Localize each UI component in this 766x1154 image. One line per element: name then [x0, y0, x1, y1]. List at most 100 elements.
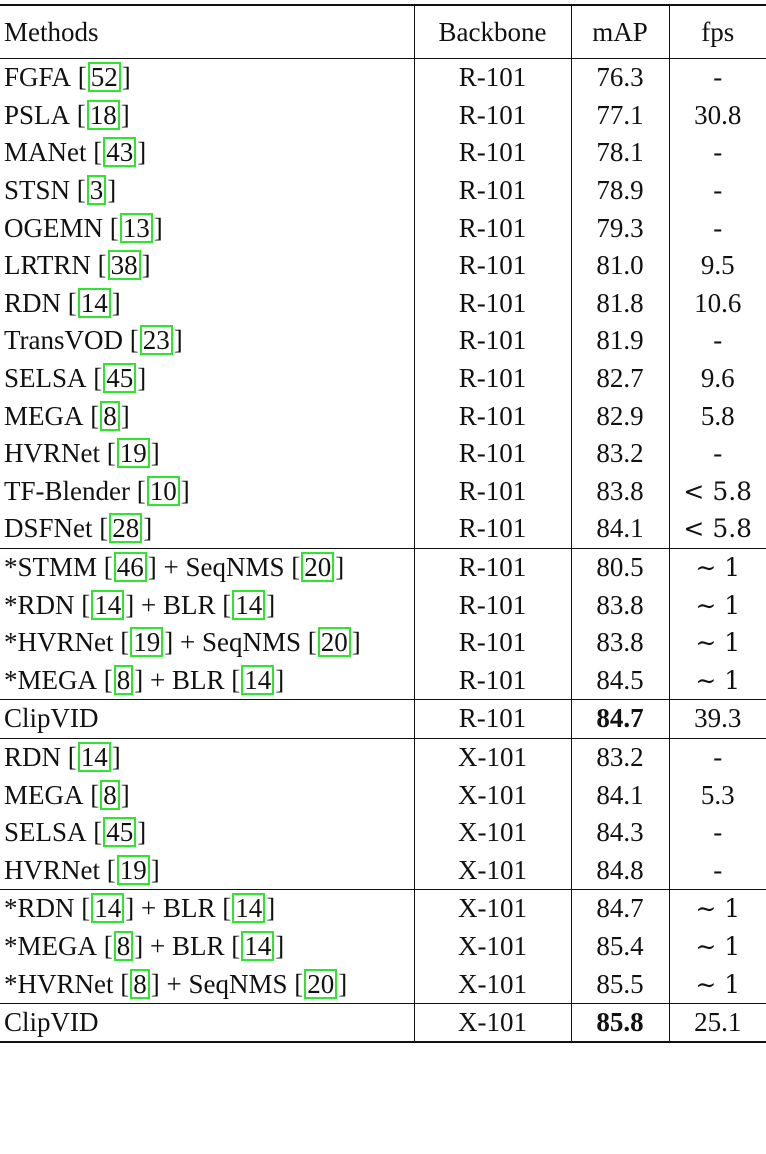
method-cell: ClipVID [0, 699, 414, 739]
fps-cell: - [713, 325, 723, 356]
table-row: *STMM [46] + SeqNMS [20] R-101 80.5 ∼ 1 [0, 547, 766, 587]
citation-link[interactable]: 13 [119, 212, 153, 243]
citation-link[interactable]: 20 [301, 552, 335, 583]
method-name-text: PSLA [4, 99, 77, 130]
method-name-text: STSN [4, 175, 77, 206]
citation-open-bracket: [ [93, 137, 103, 168]
citation-link[interactable]: 14 [241, 664, 275, 695]
citation-close-bracket: ] [164, 627, 174, 658]
backbone-cell: R-101 [413, 284, 571, 323]
table-row: RDN [14] X-101 83.2- [0, 737, 766, 777]
citation-link[interactable]: 14 [91, 589, 125, 620]
map-cell: 83.2 [570, 434, 670, 473]
table-row: ClipVID X-101 85.8 25.1 [0, 1002, 766, 1044]
fps-cell: ∼ 1 [695, 665, 741, 695]
citation-open-bracket: [ [103, 664, 113, 695]
citation-link[interactable]: 19 [116, 438, 150, 469]
method-name-text: MEGA [4, 400, 91, 431]
method-cell: ClipVID [0, 1002, 414, 1044]
method-name-text: *RDN [4, 893, 82, 924]
citation-close-bracket: ] [137, 363, 147, 394]
method-cell: HVRNet [19] [0, 435, 414, 473]
header-map: mAP [570, 4, 670, 59]
method-name-text: HVRNet [4, 438, 107, 469]
fps-cell: ∼ 1 [669, 547, 766, 587]
citation-link[interactable]: 20 [317, 627, 351, 658]
citation-link[interactable]: 18 [86, 99, 120, 130]
citation-link[interactable]: 19 [116, 854, 150, 885]
method-name-text: OGEMN [4, 212, 110, 243]
citation-link[interactable]: 14 [241, 930, 275, 961]
citation-link[interactable]: 23 [139, 325, 173, 356]
citation-link[interactable]: 46 [113, 552, 147, 583]
backbone-cell: X-101 [413, 1002, 571, 1044]
header-row: Methods Backbone mAP fps [0, 4, 766, 59]
citation-link[interactable]: 8 [100, 400, 120, 431]
backbone-cell: R-101 [413, 510, 571, 549]
citation-close-bracket: ] [111, 741, 121, 772]
table-row: HVRNet [19] R-101 83.2- [0, 434, 766, 473]
method-cell: SELSA [45] [0, 814, 414, 852]
citation-link[interactable]: 10 [146, 475, 180, 506]
citation-link[interactable]: 8 [113, 664, 134, 695]
fps-cell: 9.5 [700, 250, 735, 281]
citation-link[interactable]: 8 [130, 968, 150, 999]
citation-link[interactable]: 8 [100, 779, 120, 810]
backbone-cell: R-101 [413, 171, 571, 210]
backbone-cell: R-101 [413, 359, 571, 398]
citation-close-bracket: ] [150, 438, 160, 469]
citation-link[interactable]: 45 [103, 363, 137, 394]
citation-link[interactable]: 43 [103, 137, 137, 168]
citation-link[interactable]: 45 [103, 817, 137, 848]
method-name-text: SELSA [4, 817, 94, 848]
citation-close-bracket: ] [111, 287, 121, 318]
backbone-cell: R-101 [413, 134, 571, 172]
method-name-text: MEGA [4, 779, 91, 810]
fps-cell: ∼ 1 [695, 931, 741, 961]
method-cell: SELSA [45] [0, 360, 414, 398]
fps-cell: ∼ 1 [695, 628, 741, 658]
table-row: OGEMN [13] R-101 79.3- [0, 209, 766, 247]
citation-link[interactable]: 14 [232, 589, 266, 620]
citation-link[interactable]: 20 [304, 968, 338, 999]
citation-open-bracket: [ [77, 62, 87, 93]
backbone-cell: R-101 [413, 586, 571, 624]
citation-link[interactable]: 14 [77, 287, 111, 318]
method-cell: LRTRN [38] [0, 247, 414, 285]
backbone-cell: R-101 [413, 623, 571, 662]
backbone-cell: R-101 [413, 322, 571, 360]
map-cell: 83.2 [570, 737, 670, 777]
method-name-text: ClipVID [4, 703, 99, 734]
fps-cell: - [713, 817, 723, 848]
map-cell: 80.5 [570, 547, 670, 587]
fps-cell: 10.6 [694, 287, 742, 318]
citation-link[interactable]: 38 [107, 250, 141, 281]
citation-close-bracket: ] [134, 930, 144, 961]
header-fps: fps [669, 4, 766, 59]
table-row: SELSA [45] R-101 82.7 9.6 [0, 359, 766, 398]
citation-link[interactable]: 19 [130, 627, 164, 658]
citation-link[interactable]: 14 [232, 893, 266, 924]
fps-cell: - [713, 438, 723, 469]
map-cell: 81.8 [570, 284, 670, 323]
citation-link[interactable]: 52 [87, 62, 121, 93]
fps-cell: 39.3 [669, 699, 766, 739]
method-name-text: HVRNet [4, 854, 107, 885]
citation-open-bracket: [ [120, 968, 130, 999]
header-backbone: Backbone [413, 4, 571, 59]
method-name-text: + SeqNMS [159, 968, 295, 999]
citation-link[interactable]: 14 [91, 893, 125, 924]
method-cell: HVRNet [19] [0, 851, 414, 889]
method-name-text: DSFNet [4, 513, 100, 544]
citation-link[interactable]: 3 [86, 175, 107, 206]
citation-open-bracket: [ [106, 854, 116, 885]
citation-open-bracket: [ [103, 930, 113, 961]
citation-link[interactable]: 14 [77, 741, 111, 772]
map-cell: 84.3 [570, 813, 670, 852]
citation-link[interactable]: 8 [113, 930, 134, 961]
method-cell: *STMM [46] + SeqNMS [20] [0, 547, 414, 587]
map-cell: 83.8 [570, 472, 670, 511]
citation-link[interactable]: 28 [109, 513, 143, 544]
table-row: TF-Blender [10] R-101 83.8 < 5.8 [0, 472, 766, 511]
